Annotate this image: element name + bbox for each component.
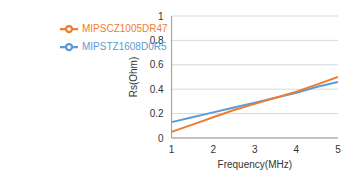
svg-text:5: 5 [335, 144, 341, 155]
svg-text:2: 2 [210, 144, 216, 155]
svg-text:Rs(Ohm): Rs(Ohm) [128, 57, 139, 98]
svg-text:1: 1 [169, 144, 175, 155]
svg-text:0.2: 0.2 [150, 108, 164, 119]
svg-text:4: 4 [294, 144, 300, 155]
svg-text:1: 1 [158, 11, 164, 22]
svg-text:0: 0 [158, 133, 164, 144]
svg-text:3: 3 [252, 144, 258, 155]
svg-text:Frequency(MHz): Frequency(MHz) [218, 159, 292, 170]
svg-text:0.8: 0.8 [150, 35, 164, 46]
svg-text:0.6: 0.6 [150, 59, 164, 70]
svg-text:0.4: 0.4 [150, 84, 164, 95]
